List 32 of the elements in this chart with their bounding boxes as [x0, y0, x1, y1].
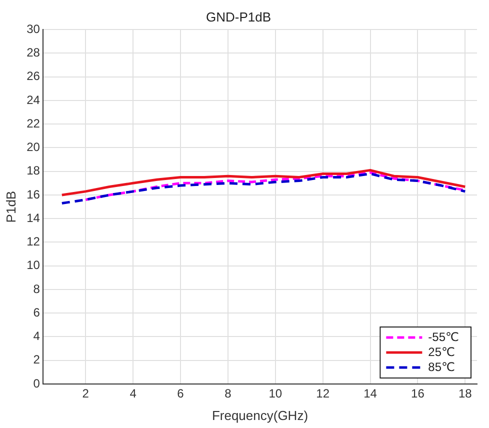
x-axis-title: Frequency(GHz): [212, 408, 308, 423]
y-tick-label: 24: [26, 92, 40, 107]
y-tick-label: 28: [26, 46, 40, 60]
y-tick-label: 6: [33, 305, 40, 320]
y-tick-label: 12: [26, 234, 40, 249]
x-tick-label: 14: [364, 386, 378, 401]
y-tick-label: 18: [26, 164, 40, 178]
y-tick-label: 22: [26, 116, 40, 130]
x-tick-label: 6: [177, 386, 184, 401]
y-tick-label: 10: [26, 258, 40, 272]
x-tick-label: 2: [82, 386, 90, 401]
x-tick-label: 18: [458, 386, 472, 401]
y-tick-label: 30: [26, 22, 40, 36]
y-axis-title: P1dB: [3, 190, 18, 223]
y-tick-label: 16: [26, 187, 40, 202]
y-tick-label: 20: [26, 140, 40, 154]
x-tick-label: 8: [224, 386, 232, 401]
x-tick-label: 16: [411, 386, 425, 401]
y-tick-label: 4: [33, 329, 40, 344]
x-tick-label: 4: [130, 386, 137, 401]
chart-title: GND-P1dB: [206, 9, 272, 24]
line-series: [60, 172, 466, 205]
y-tick-label: 8: [33, 282, 40, 296]
y-tick-label: 0: [33, 376, 40, 390]
legend-label: 25℃: [428, 344, 456, 359]
legend-label: -55℃: [428, 330, 460, 344]
x-tick-label: 12: [316, 386, 330, 401]
y-tick-label: 14: [26, 210, 40, 225]
x-tick-label: 10: [268, 386, 282, 401]
legend-label: 85℃: [428, 360, 456, 374]
y-tick-label: 2: [33, 352, 40, 367]
y-tick-label: 26: [26, 69, 40, 84]
